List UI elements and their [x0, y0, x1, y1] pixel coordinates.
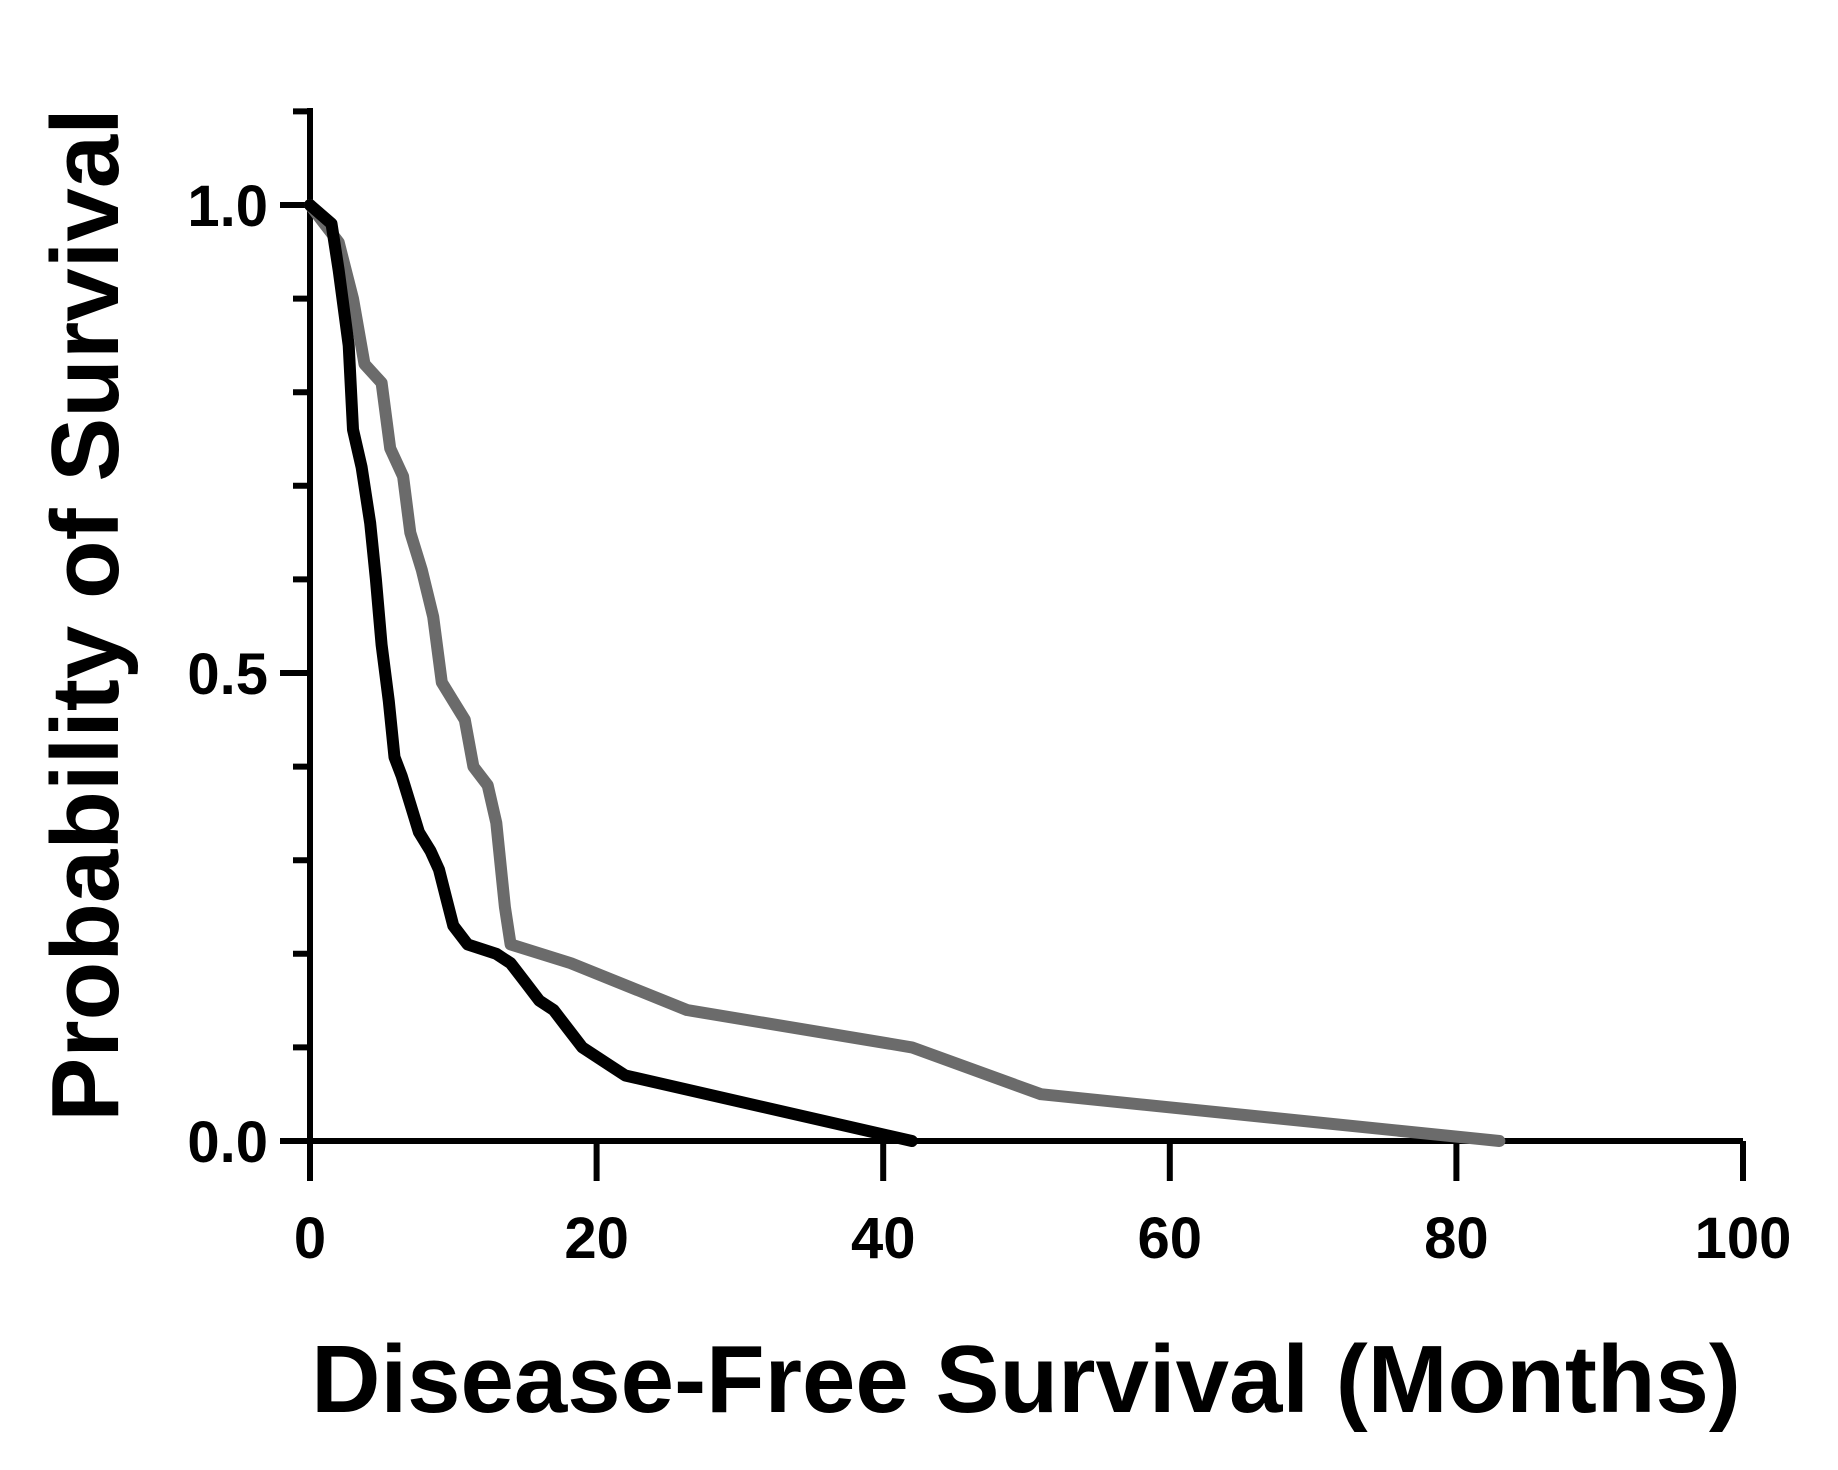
y-axis-title: Probability of Survival — [32, 108, 139, 1122]
y-axis-ticks: 0.0 0.5 1.0 — [187, 108, 310, 1175]
x-tick-label: 80 — [1424, 1206, 1489, 1271]
x-axis: 0 20 40 60 80 100 — [294, 1138, 1792, 1271]
x-tick-label: 60 — [1138, 1206, 1203, 1271]
black-survival-curve — [304, 199, 918, 1147]
y-tick-label: 0.5 — [187, 642, 268, 707]
y-tick-label: 1.0 — [187, 174, 268, 239]
series-layer — [304, 199, 1506, 1147]
x-tick-label: 20 — [564, 1206, 629, 1271]
x-axis-ticks: 0 20 40 60 80 100 — [294, 1141, 1792, 1271]
x-tick-label: 0 — [294, 1206, 326, 1271]
y-axis: 0.0 0.5 1.0 — [187, 108, 313, 1175]
gray-survival-curve — [304, 199, 1506, 1147]
x-tick-label: 40 — [851, 1206, 916, 1271]
x-tick-label: 100 — [1695, 1206, 1792, 1271]
y-tick-label: 0.0 — [187, 1110, 268, 1175]
x-axis-title: Disease-Free Survival (Months) — [311, 1326, 1741, 1433]
